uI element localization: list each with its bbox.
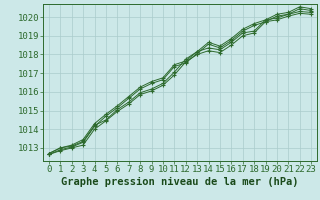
X-axis label: Graphe pression niveau de la mer (hPa): Graphe pression niveau de la mer (hPa) [61,177,299,187]
